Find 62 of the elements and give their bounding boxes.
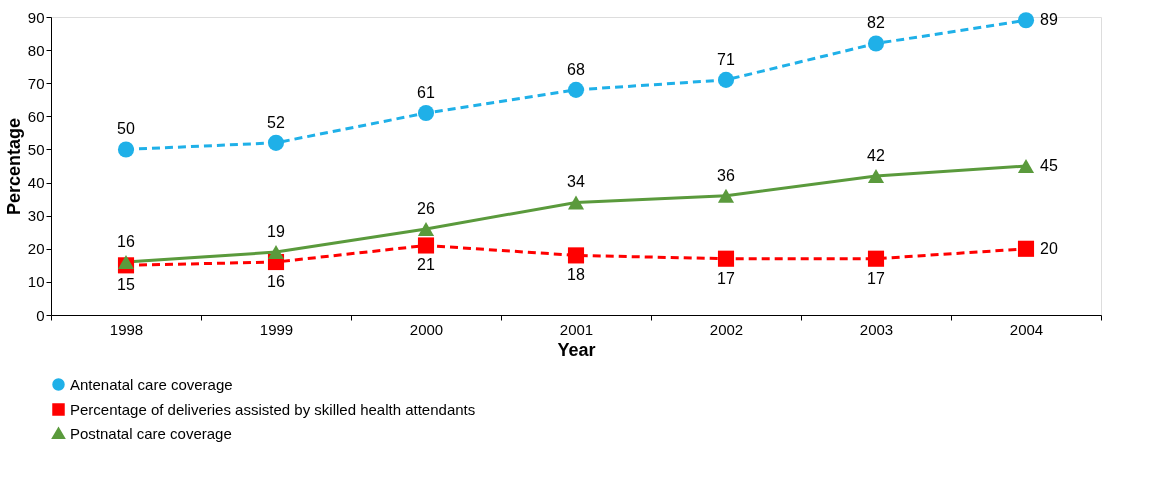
point	[1017, 240, 1035, 257]
data-label: 52	[267, 113, 285, 131]
data-label: 89	[1040, 11, 1058, 29]
point	[567, 195, 585, 210]
data-label: 20	[1040, 239, 1058, 257]
y-tick-label: 80	[27, 41, 45, 59]
y-tick-label: 0	[36, 306, 45, 324]
y-tick-label: 20	[27, 240, 45, 258]
point	[867, 35, 885, 52]
data-label: 26	[417, 199, 435, 217]
y-tick-label: 10	[27, 273, 45, 291]
x-tick-label: 2003	[859, 320, 894, 338]
data-label: 18	[567, 266, 585, 284]
data-label: 82	[867, 14, 885, 32]
point	[567, 247, 585, 264]
data-label: 17	[867, 269, 885, 287]
point	[117, 141, 135, 158]
x-tick-label: 2000	[409, 320, 444, 338]
x-tick-label: 2002	[709, 320, 744, 338]
point	[867, 250, 885, 267]
y-tick-label: 60	[27, 107, 45, 125]
point	[717, 71, 735, 88]
data-label: 42	[867, 146, 885, 164]
y-axis-title: Percentage	[3, 117, 24, 216]
x-tick-label: 2001	[559, 320, 594, 338]
point	[267, 245, 285, 260]
point	[867, 168, 885, 183]
x-tick-label: 1998	[109, 320, 144, 338]
point	[1017, 159, 1035, 173]
point	[267, 134, 285, 151]
point	[717, 188, 735, 203]
x-axis-title: Year	[557, 339, 596, 360]
point	[567, 81, 585, 98]
point	[417, 221, 435, 236]
data-label: 45	[1040, 157, 1058, 174]
point	[717, 250, 735, 267]
data-label: 36	[717, 166, 735, 184]
point	[1017, 12, 1035, 29]
y-tick-label: 40	[27, 174, 45, 192]
data-label: 50	[117, 120, 135, 138]
point	[117, 255, 135, 269]
legend-label: Antenatal care coverage	[70, 375, 233, 393]
data-label: 71	[717, 50, 735, 68]
data-label: 16	[117, 233, 135, 251]
data-label: 15	[117, 276, 135, 294]
y-tick-label: 90	[27, 8, 45, 26]
data-label: 19	[267, 223, 285, 241]
data-label: 34	[567, 173, 585, 191]
data-label: 21	[417, 256, 435, 274]
data-label: 61	[417, 84, 435, 102]
data-label: 16	[267, 273, 285, 291]
x-tick-label: 1999	[259, 320, 294, 338]
legend-label: Percentage of deliveries assisted by skilled health attendants	[70, 400, 476, 418]
y-tick-label: 50	[27, 140, 45, 158]
data-label: 68	[567, 60, 585, 78]
x-tick-label: 2004	[1009, 320, 1044, 338]
legend-label: Postnatal care coverage	[70, 424, 232, 442]
point	[417, 237, 435, 254]
data-label: 17	[717, 269, 735, 287]
y-tick-label: 30	[27, 207, 45, 225]
point	[417, 104, 435, 122]
y-tick-label: 70	[27, 74, 45, 92]
